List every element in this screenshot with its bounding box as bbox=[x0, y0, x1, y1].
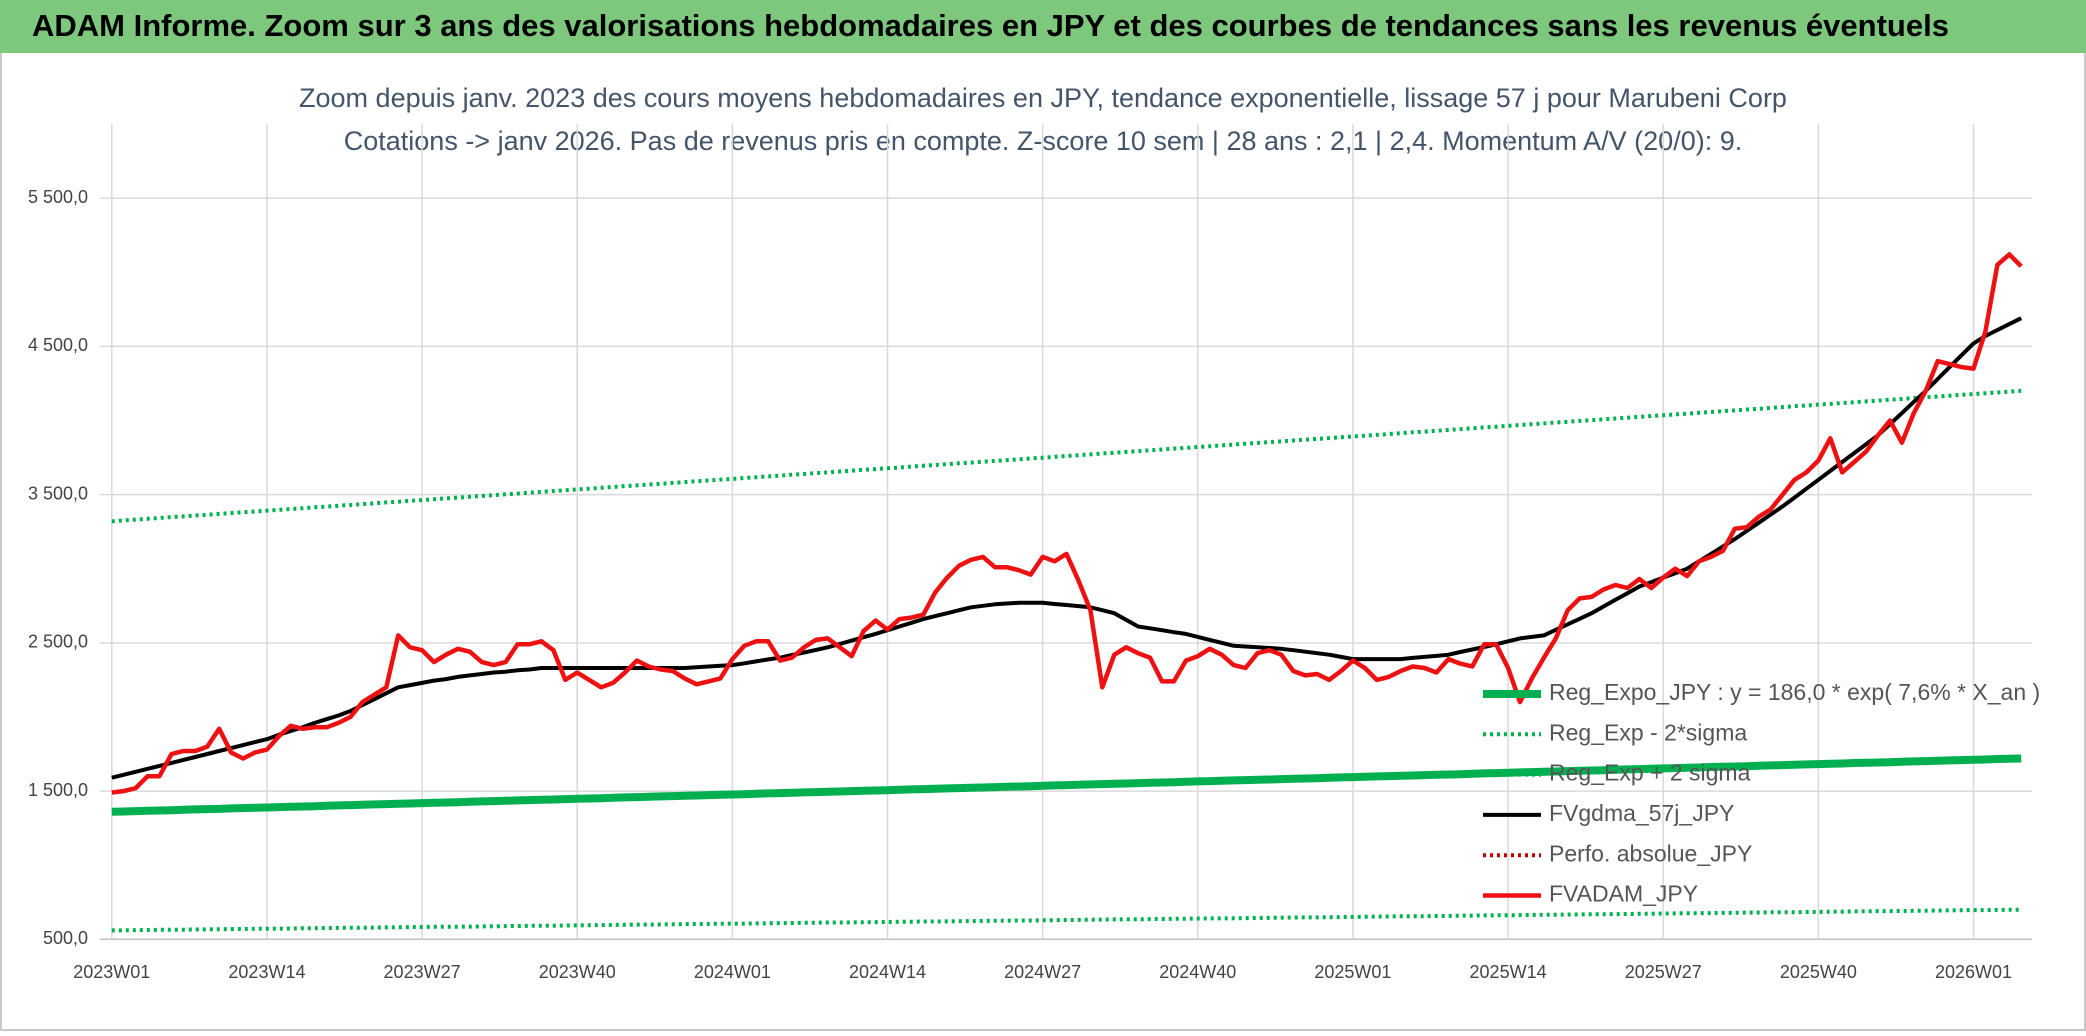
x-tick-label: 2025W40 bbox=[1780, 962, 1857, 982]
y-tick-label: 2 500,0 bbox=[28, 632, 88, 652]
y-tick-label: 500,0 bbox=[43, 928, 88, 948]
legend-label: Perfo. absolue_JPY bbox=[1549, 840, 1752, 866]
x-tick-label: 2024W01 bbox=[694, 962, 771, 982]
series-line bbox=[111, 907, 2022, 933]
x-tick-label: 2024W27 bbox=[1004, 962, 1081, 982]
x-tick-label: 2024W14 bbox=[849, 962, 926, 982]
x-tick-label: 2026W01 bbox=[1935, 962, 2012, 982]
legend-label: Reg_Exp + 2 sigma bbox=[1549, 760, 1751, 786]
legend-label: Reg_Exp - 2*sigma bbox=[1549, 719, 1747, 745]
series-line bbox=[111, 754, 2022, 816]
y-tick-label: 1 500,0 bbox=[28, 780, 88, 800]
y-tick-label: 4 500,0 bbox=[28, 335, 88, 355]
x-tick-label: 2023W14 bbox=[228, 962, 305, 982]
legend: Reg_Expo_JPY : y = 186,0 * exp( 7,6% * X… bbox=[1483, 679, 2040, 907]
y-tick-label: 3 500,0 bbox=[28, 483, 88, 503]
grid: 500,0 1 500,0 2 500,0 3 500,0 4 500,0 5 500,0… bbox=[28, 124, 2032, 982]
x-tick-label: 2025W01 bbox=[1314, 962, 1391, 982]
x-tick-label: 2024W40 bbox=[1159, 962, 1236, 982]
series-line bbox=[111, 252, 2023, 795]
legend-label: FVgdma_57j_JPY bbox=[1549, 800, 1734, 826]
y-tick-label: 5 500,0 bbox=[28, 187, 88, 207]
x-tick-label: 2025W14 bbox=[1470, 962, 1547, 982]
x-tick-label: 2023W40 bbox=[539, 962, 616, 982]
legend-label: FVADAM_JPY bbox=[1549, 881, 1698, 907]
legend-label: Reg_Expo_JPY : y = 186,0 * exp( 7,6% * X… bbox=[1549, 679, 2040, 705]
plot bbox=[111, 252, 2023, 933]
x-tick-label: 2025W27 bbox=[1625, 962, 1702, 982]
x-tick-label: 2023W27 bbox=[384, 962, 461, 982]
chart-title: Zoom depuis janv. 2023 des cours moyens … bbox=[299, 83, 1787, 113]
banner-title: ADAM Informe. Zoom sur 3 ans des valoris… bbox=[32, 8, 1949, 43]
banner bbox=[0, 0, 2086, 53]
x-tick-label: 2023W01 bbox=[73, 962, 150, 982]
